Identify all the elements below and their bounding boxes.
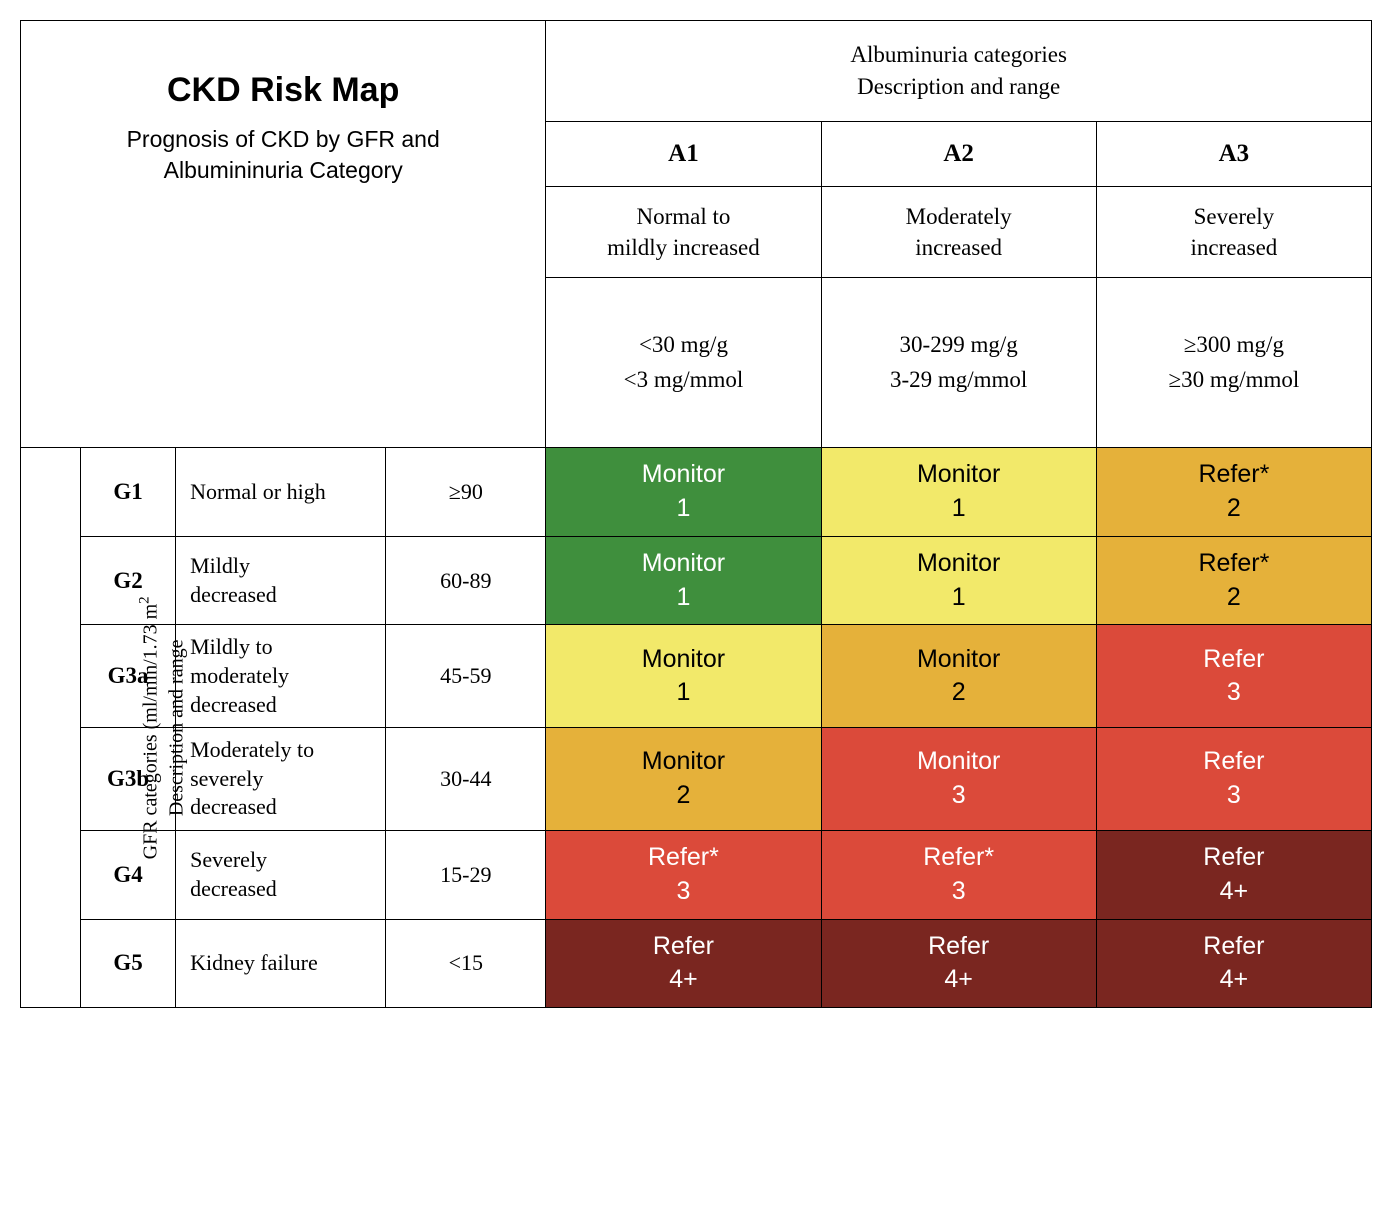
row-g3b-range: 30-44 bbox=[386, 728, 546, 831]
cell-g3b-a3: Refer3 bbox=[1096, 728, 1371, 831]
cell-g4-a3: Refer4+ bbox=[1096, 831, 1371, 920]
cell-g4-a2: Refer*3 bbox=[821, 831, 1096, 920]
col-a2-range: 30-299 mg/g 3-29 mg/mmol bbox=[821, 278, 1096, 448]
row-g5-code: G5 bbox=[81, 919, 176, 1008]
alb-header-line2: Description and range bbox=[857, 74, 1060, 99]
alb-header-line1: Albuminuria categories bbox=[850, 42, 1067, 67]
title-block: CKD Risk Map Prognosis of CKD by GFR and… bbox=[21, 21, 546, 448]
cell-g2-a2: Monitor1 bbox=[821, 536, 1096, 625]
row-g4-range: 15-29 bbox=[386, 831, 546, 920]
albuminuria-header: Albuminuria categories Description and r… bbox=[546, 21, 1372, 122]
ckd-risk-map-table: CKD Risk Map Prognosis of CKD by GFR and… bbox=[20, 20, 1372, 1008]
row-g1-desc: Normal or high bbox=[176, 448, 386, 537]
col-a2-desc: Moderately increased bbox=[821, 187, 1096, 278]
row-g2-range: 60-89 bbox=[386, 536, 546, 625]
row-g3a-range: 45-59 bbox=[386, 625, 546, 728]
cell-g5-a3: Refer4+ bbox=[1096, 919, 1371, 1008]
cell-g2-a3: Refer*2 bbox=[1096, 536, 1371, 625]
cell-g3b-a1: Monitor2 bbox=[546, 728, 821, 831]
row-g5-desc: Kidney failure bbox=[176, 919, 386, 1008]
row-g3a-desc: Mildly to moderately decreased bbox=[176, 625, 386, 728]
col-a2-code: A2 bbox=[821, 122, 1096, 187]
row-g2-desc: Mildly decreased bbox=[176, 536, 386, 625]
cell-g5-a2: Refer4+ bbox=[821, 919, 1096, 1008]
col-a1-range: <30 mg/g <3 mg/mmol bbox=[546, 278, 821, 448]
col-a3-desc: Severely increased bbox=[1096, 187, 1371, 278]
gfr-axis-label: GFR categories (ml/min/1.73 m2 Descripti… bbox=[21, 448, 81, 1008]
cell-g1-a2: Monitor1 bbox=[821, 448, 1096, 537]
row-g5-range: <15 bbox=[386, 919, 546, 1008]
col-a1-desc: Normal to mildly increased bbox=[546, 187, 821, 278]
cell-g2-a1: Monitor1 bbox=[546, 536, 821, 625]
chart-subtitle: Prognosis of CKD by GFR and Albumininuri… bbox=[31, 124, 535, 186]
col-a3-range: ≥300 mg/g ≥30 mg/mmol bbox=[1096, 278, 1371, 448]
chart-title: CKD Risk Map bbox=[31, 71, 535, 110]
cell-g1-a1: Monitor1 bbox=[546, 448, 821, 537]
row-g1-range: ≥90 bbox=[386, 448, 546, 537]
cell-g1-a3: Refer*2 bbox=[1096, 448, 1371, 537]
risk-table: CKD Risk Map Prognosis of CKD by GFR and… bbox=[20, 20, 1372, 1008]
row-g1-code: G1 bbox=[81, 448, 176, 537]
col-a3-code: A3 bbox=[1096, 122, 1371, 187]
cell-g4-a1: Refer*3 bbox=[546, 831, 821, 920]
subtitle-line2: Albumininuria Category bbox=[164, 157, 403, 183]
cell-g3a-a1: Monitor1 bbox=[546, 625, 821, 728]
cell-g3b-a2: Monitor3 bbox=[821, 728, 1096, 831]
cell-g5-a1: Refer4+ bbox=[546, 919, 821, 1008]
cell-g3a-a3: Refer3 bbox=[1096, 625, 1371, 728]
col-a1-code: A1 bbox=[546, 122, 821, 187]
row-g4-desc: Severely decreased bbox=[176, 831, 386, 920]
row-g3b-desc: Moderately to severely decreased bbox=[176, 728, 386, 831]
subtitle-line1: Prognosis of CKD by GFR and bbox=[127, 126, 440, 152]
cell-g3a-a2: Monitor2 bbox=[821, 625, 1096, 728]
